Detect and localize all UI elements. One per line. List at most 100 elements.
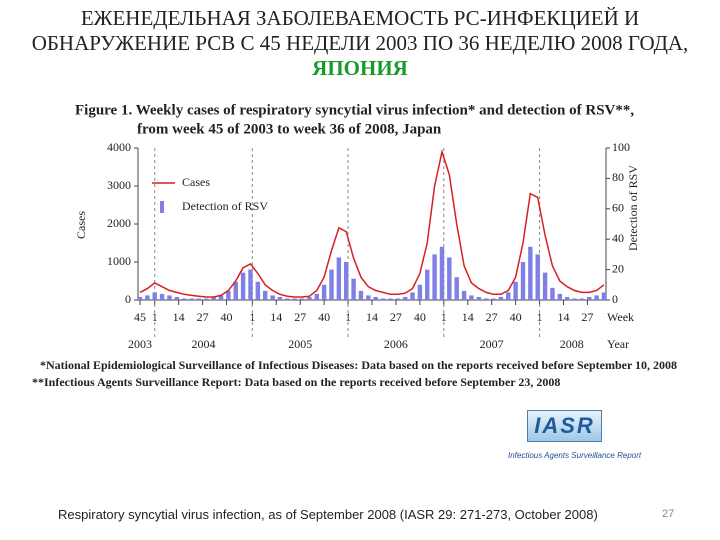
figure-title: Figure 1. Weekly cases of respiratory sy… <box>75 102 634 118</box>
bar <box>535 254 540 300</box>
x-tick-label: 14 <box>557 310 569 324</box>
y2-tick-label: 0 <box>612 292 618 306</box>
bar <box>373 296 378 300</box>
caption: Respiratory syncytial virus infection, a… <box>58 507 598 522</box>
bar <box>402 296 408 300</box>
x-tick-label: 27 <box>581 310 593 324</box>
logo: IASR <box>527 410 602 442</box>
bar <box>520 262 526 300</box>
bar <box>174 296 180 300</box>
bar <box>152 292 157 300</box>
bar <box>461 290 467 300</box>
title-text: ЕЖЕНЕДЕЛЬНАЯ ЗАБОЛЕВАЕМОСТЬ РС-ИНФЕКЦИЕЙ… <box>31 6 689 55</box>
bar <box>255 281 261 300</box>
y-tick-label: 0 <box>125 292 131 306</box>
bar <box>564 296 570 300</box>
bar <box>601 292 607 300</box>
footnote: **Infectious Agents Surveillance Report:… <box>32 375 560 389</box>
bar <box>425 269 430 300</box>
x-tick-label: 40 <box>221 310 233 324</box>
page-number: 27 <box>662 508 675 520</box>
bar <box>218 295 224 300</box>
bar <box>491 298 496 300</box>
bar <box>329 269 334 300</box>
bar <box>395 298 400 300</box>
y2-tick-label: 80 <box>612 170 624 184</box>
year-label: 2008 <box>560 337 584 351</box>
bar <box>506 292 511 300</box>
title-highlight: ЯПОНИЯ <box>312 56 408 80</box>
bar <box>351 278 356 300</box>
bar <box>542 272 548 300</box>
bar <box>388 298 393 300</box>
y-tick-label: 4000 <box>107 140 131 154</box>
y2-tick-label: 100 <box>612 140 630 154</box>
bar <box>226 290 231 300</box>
year-label: 2005 <box>288 337 312 351</box>
bar <box>528 246 533 300</box>
bar <box>366 295 371 300</box>
bar <box>204 298 209 300</box>
x-axis-label: Week <box>607 310 634 324</box>
y-axis-label: Cases <box>74 211 88 239</box>
bar <box>483 298 489 300</box>
y2-tick-label: 60 <box>612 201 624 215</box>
bar <box>557 293 563 300</box>
bar <box>314 293 319 300</box>
logo-subtitle: Infectious Agents Surveillance Report <box>508 451 642 460</box>
bar <box>336 257 342 300</box>
bar <box>380 298 386 300</box>
bar <box>240 272 246 300</box>
bar <box>587 296 592 300</box>
bar <box>469 295 474 300</box>
x-tick-label: 40 <box>318 310 330 324</box>
bar <box>270 295 275 300</box>
bar <box>432 254 437 300</box>
bar <box>159 293 165 300</box>
y2-axis-label: Detection of RSV <box>626 165 640 251</box>
bar <box>196 298 202 300</box>
bar <box>262 290 268 300</box>
bar <box>410 292 415 300</box>
slide-title: ЕЖЕНЕДЕЛЬНАЯ ЗАБОЛЕВАЕМОСТЬ РС-ИНФЕКЦИЕЙ… <box>20 6 700 81</box>
bar <box>167 295 172 300</box>
year-label: 2004 <box>192 337 216 351</box>
bar <box>137 296 143 300</box>
x-tick-label: 14 <box>462 310 474 324</box>
bar <box>594 295 599 300</box>
y2-tick-label: 20 <box>612 261 624 275</box>
year-label: 2003 <box>128 337 152 351</box>
bar <box>447 257 452 300</box>
legend-label: Detection of RSV <box>182 199 268 213</box>
bar <box>550 287 555 300</box>
x-tick-label: 27 <box>197 310 209 324</box>
x-tick-label: 27 <box>486 310 498 324</box>
x-tick-label: 40 <box>414 310 426 324</box>
x-tick-label: 27 <box>390 310 402 324</box>
bar <box>321 284 327 300</box>
x-tick-label: 14 <box>366 310 378 324</box>
x-tick-label: 27 <box>294 310 306 324</box>
bar <box>476 296 482 300</box>
x-tick-label: 14 <box>173 310 185 324</box>
bar <box>248 269 253 300</box>
y-tick-label: 2000 <box>107 216 131 230</box>
x-tick-label: 14 <box>270 310 282 324</box>
y-tick-label: 3000 <box>107 178 131 192</box>
bar <box>454 277 459 300</box>
legend-label: Cases <box>182 175 210 189</box>
bar <box>292 298 297 300</box>
bar <box>145 295 150 300</box>
x-tick-label: 45 <box>134 310 146 324</box>
bar <box>572 298 577 300</box>
figure-title: from week 45 of 2003 to week 36 of 2008,… <box>137 121 442 137</box>
footnote: *National Epidemiological Surveillance o… <box>40 358 677 372</box>
bar <box>513 281 518 300</box>
y-tick-label: 1000 <box>107 254 131 268</box>
bar <box>189 298 194 300</box>
bar <box>344 262 349 300</box>
bar <box>358 290 364 300</box>
y2-tick-label: 40 <box>612 231 624 245</box>
bar <box>498 296 504 300</box>
